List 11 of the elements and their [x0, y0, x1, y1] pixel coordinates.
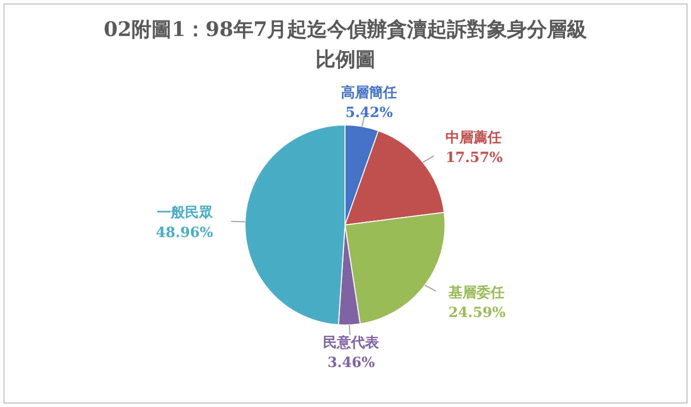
slice-label: 高層簡任	[341, 84, 398, 101]
data-label: 5.42%	[345, 104, 393, 121]
slice-label: 一般民眾	[157, 204, 214, 221]
data-label: 24.59%	[448, 304, 506, 321]
chart-title: 02附圖1：98年7月起迄今偵辦貪瀆起訴對象身分層級比例圖	[102, 16, 588, 73]
slice-label: 中層薦任	[446, 130, 502, 146]
slice-label: 民意代表	[323, 334, 380, 351]
data-label: 3.46%	[327, 354, 375, 371]
data-label: 17.57%	[446, 150, 503, 166]
data-label: 48.96%	[156, 224, 214, 241]
slice-label: 基層委任	[447, 284, 504, 301]
